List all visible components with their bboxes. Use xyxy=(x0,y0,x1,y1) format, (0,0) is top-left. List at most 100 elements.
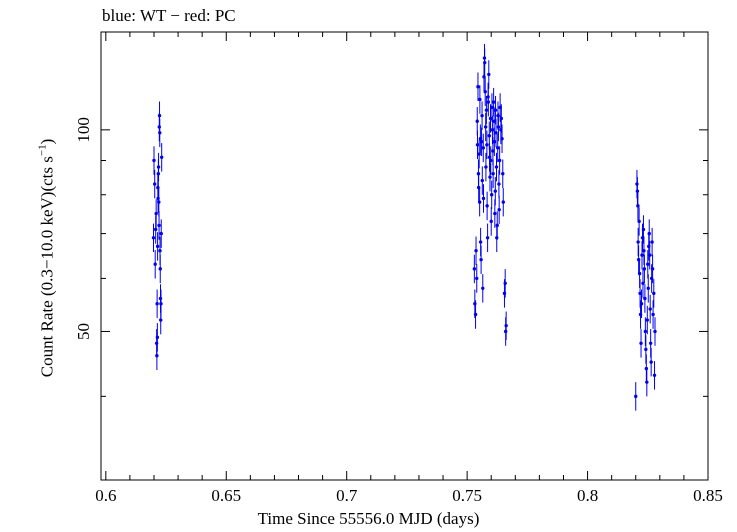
data-point xyxy=(157,211,161,240)
point-marker xyxy=(501,200,505,204)
data-point xyxy=(154,199,158,228)
data-point xyxy=(636,245,641,274)
data-point xyxy=(497,146,502,175)
data-point xyxy=(499,104,504,133)
point-marker xyxy=(504,323,508,328)
data-point xyxy=(153,169,157,199)
data-point xyxy=(636,191,640,221)
x-tick-label: 0.75 xyxy=(452,486,482,505)
point-marker xyxy=(480,178,485,183)
point-marker xyxy=(155,244,160,249)
data-point xyxy=(472,254,477,284)
point-marker xyxy=(494,165,499,169)
axis-ticks xyxy=(101,32,709,481)
point-marker xyxy=(476,84,480,89)
point-marker xyxy=(158,131,162,135)
point-marker xyxy=(492,140,497,144)
point-marker xyxy=(489,193,494,197)
data-point xyxy=(155,232,160,261)
data-point xyxy=(480,166,485,195)
point-marker xyxy=(494,131,498,135)
data-point xyxy=(639,329,643,358)
data-point xyxy=(489,180,494,210)
point-marker xyxy=(639,302,644,306)
point-marker xyxy=(638,291,642,296)
data-point xyxy=(652,361,657,390)
point-marker xyxy=(637,271,642,276)
point-marker xyxy=(651,312,655,317)
data-point xyxy=(494,118,498,148)
point-marker xyxy=(152,158,156,163)
data-point xyxy=(483,48,487,77)
point-marker xyxy=(486,100,491,104)
point-marker xyxy=(648,307,652,311)
data-point xyxy=(488,104,493,133)
data-point xyxy=(483,112,488,142)
point-marker xyxy=(481,146,485,150)
point-marker xyxy=(488,175,492,179)
point-marker xyxy=(500,137,504,141)
point-marker xyxy=(496,125,501,129)
data-point xyxy=(504,311,508,340)
point-marker xyxy=(472,267,477,271)
point-marker xyxy=(474,248,478,253)
point-marker xyxy=(158,248,162,253)
point-marker xyxy=(491,172,495,176)
x-tick-label: 0.8 xyxy=(577,486,598,505)
y-axis-label-exponent: −1 xyxy=(36,144,49,157)
point-marker xyxy=(477,152,481,156)
data-point xyxy=(160,143,164,172)
point-marker xyxy=(155,302,159,306)
data-point xyxy=(501,159,505,189)
point-marker xyxy=(495,223,499,228)
data-point xyxy=(159,289,163,319)
data-point xyxy=(485,191,489,221)
point-marker xyxy=(477,200,482,204)
data-point xyxy=(155,323,160,352)
data-point xyxy=(474,236,478,266)
point-marker xyxy=(490,128,495,132)
data-point xyxy=(485,223,490,253)
point-marker xyxy=(640,253,644,257)
data-point xyxy=(492,127,497,157)
point-marker xyxy=(475,143,480,147)
point-marker xyxy=(154,211,158,216)
data-point xyxy=(479,127,484,157)
point-marker xyxy=(497,182,501,186)
point-marker xyxy=(159,318,163,322)
point-marker xyxy=(155,353,159,358)
data-points xyxy=(151,43,657,411)
x-tick-label: 0.85 xyxy=(693,486,723,505)
y-axis-label-end: ) xyxy=(37,138,57,145)
point-marker xyxy=(487,72,491,77)
point-marker xyxy=(652,291,656,296)
point-marker xyxy=(496,146,500,150)
data-point xyxy=(497,195,501,224)
point-marker xyxy=(484,108,489,112)
point-marker xyxy=(160,155,164,159)
data-point xyxy=(483,77,487,107)
x-tick-label: 0.6 xyxy=(95,486,116,505)
point-marker xyxy=(485,143,489,147)
point-marker xyxy=(153,182,157,186)
point-marker xyxy=(483,60,487,65)
point-marker xyxy=(493,189,498,193)
data-point xyxy=(153,250,157,279)
point-marker xyxy=(157,113,162,118)
data-point xyxy=(641,269,645,298)
point-marker xyxy=(159,302,163,306)
data-point xyxy=(484,95,489,125)
data-point xyxy=(481,184,486,213)
data-point xyxy=(489,207,493,236)
point-marker xyxy=(501,172,505,176)
data-point xyxy=(159,219,163,248)
point-marker xyxy=(648,341,653,346)
point-marker xyxy=(647,231,651,236)
point-marker xyxy=(475,119,479,123)
x-tick-label: 0.65 xyxy=(211,486,241,505)
point-marker xyxy=(153,227,158,232)
point-marker xyxy=(489,158,493,163)
data-point xyxy=(637,207,641,236)
y-axis-label: Count Rate (0.3−10.0 keV)(cts s−1) xyxy=(37,139,58,378)
data-point xyxy=(503,269,507,298)
